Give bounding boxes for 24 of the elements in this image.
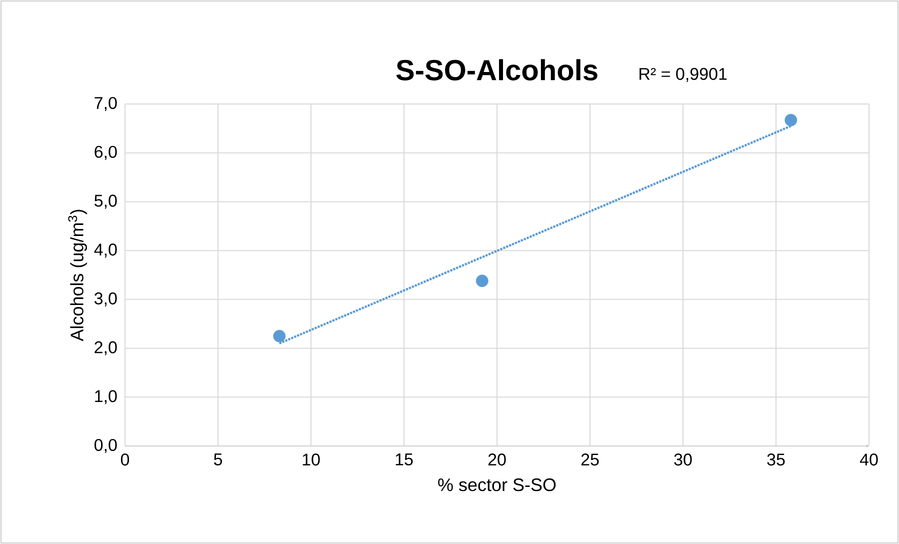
x-tick-label: 0 bbox=[120, 454, 130, 466]
y-axis-title: Alcohols (ug/m$^{3}$) bbox=[68, 210, 87, 342]
x-tick-label: 10 bbox=[302, 454, 320, 466]
y-tick-label: 1,0 bbox=[95, 390, 117, 404]
y-tick-label: 7,0 bbox=[94, 96, 117, 112]
point bbox=[784, 114, 798, 126]
x-tick-label: 5 bbox=[214, 454, 222, 466]
point bbox=[476, 274, 488, 288]
text: R² = 0,9901 bbox=[640, 68, 727, 82]
x-tick-label: 35 bbox=[767, 454, 785, 466]
x-axis-title: % sector S-SO bbox=[438, 478, 556, 492]
x-tick-label: 40 bbox=[860, 454, 878, 466]
x-tick-label: 20 bbox=[488, 454, 506, 466]
y-tick-label: 6,0 bbox=[94, 146, 117, 160]
x-tick-label: 30 bbox=[674, 454, 692, 466]
y-tick-label: 3,0 bbox=[94, 292, 117, 306]
point bbox=[273, 330, 286, 342]
x-tick-label: 25 bbox=[581, 454, 599, 466]
y-tick-label: 5,0 bbox=[94, 194, 117, 209]
y-tick-label: 0,0 bbox=[94, 438, 117, 454]
y-tick-label: 4,0 bbox=[94, 244, 117, 258]
y-tick-label: 2,0 bbox=[94, 341, 117, 356]
x-tick-label: 15 bbox=[396, 454, 413, 466]
chart-title: S-SO-Alcohols bbox=[396, 59, 598, 80]
